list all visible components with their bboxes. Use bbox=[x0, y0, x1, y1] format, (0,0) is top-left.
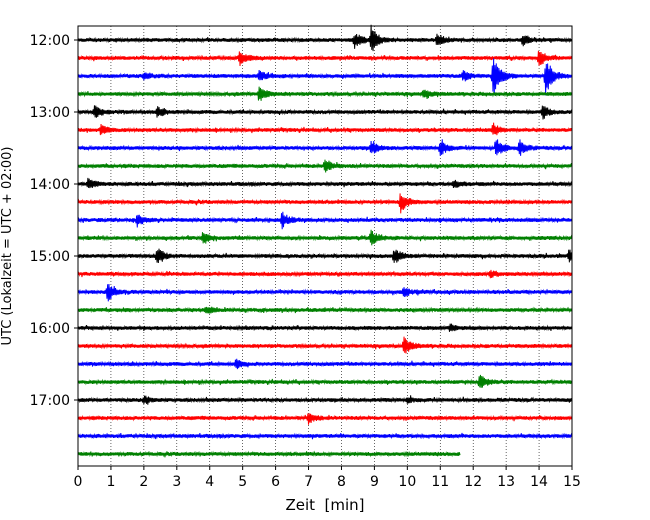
trace-line bbox=[77, 177, 573, 189]
trace-line bbox=[77, 86, 573, 101]
y-tick-label: 15:00 bbox=[30, 249, 70, 265]
trace-line bbox=[77, 139, 573, 156]
trace-line bbox=[77, 24, 573, 52]
x-tick-label: 4 bbox=[205, 474, 214, 490]
x-tick-label: 13 bbox=[497, 474, 515, 490]
x-tick-label: 12 bbox=[464, 474, 482, 490]
trace-line bbox=[77, 358, 573, 370]
trace-line bbox=[77, 323, 573, 332]
y-axis-label: UTC (Lokalzeit = UTC + 02:00) bbox=[0, 147, 15, 346]
trace-line bbox=[77, 58, 573, 96]
x-tick-label: 14 bbox=[530, 474, 548, 490]
trace-line bbox=[77, 122, 573, 136]
trace-line bbox=[77, 432, 573, 440]
trace-line bbox=[77, 450, 461, 458]
x-tick-label: 11 bbox=[431, 474, 449, 490]
trace-line bbox=[77, 336, 573, 354]
y-axis-ticks: 12:00 13:00 14:00 15:00 16:00 17:00 bbox=[30, 33, 78, 409]
x-tick-label: 2 bbox=[139, 474, 148, 490]
y-tick-label: 13:00 bbox=[30, 105, 70, 121]
x-tick-label: 6 bbox=[271, 474, 280, 490]
trace-line bbox=[77, 193, 573, 214]
x-tick-label: 0 bbox=[74, 474, 83, 490]
trace-line bbox=[77, 374, 573, 388]
plot-frame bbox=[77, 25, 573, 467]
x-axis-ticks: 0 1 2 3 4 5 6 7 8 9 10 11 12 13 14 15 bbox=[74, 466, 581, 490]
trace-line bbox=[77, 248, 573, 264]
x-tick-label: 3 bbox=[172, 474, 181, 490]
trace-line bbox=[77, 211, 573, 230]
y-tick-label: 16:00 bbox=[30, 321, 70, 337]
grid-lines bbox=[110, 26, 540, 466]
x-tick-label: 9 bbox=[370, 474, 379, 490]
x-tick-label: 5 bbox=[238, 474, 247, 490]
trace-line bbox=[77, 306, 573, 314]
trace-line bbox=[77, 395, 573, 405]
trace-lines bbox=[77, 24, 573, 458]
x-tick-label: 1 bbox=[106, 474, 115, 490]
trace-line bbox=[77, 229, 573, 246]
trace-line bbox=[77, 269, 573, 279]
y-tick-label: 12:00 bbox=[30, 33, 70, 49]
trace-line bbox=[77, 284, 573, 302]
trace-line bbox=[77, 105, 573, 120]
x-tick-label: 10 bbox=[398, 474, 416, 490]
x-axis-label: Zeit [min] bbox=[285, 496, 364, 514]
y-tick-label: 17:00 bbox=[30, 393, 70, 409]
x-tick-label: 15 bbox=[563, 474, 581, 490]
trace-line bbox=[77, 50, 573, 66]
trace-line bbox=[77, 159, 573, 173]
trace-line bbox=[77, 413, 573, 425]
x-tick-label: 8 bbox=[337, 474, 346, 490]
x-tick-label: 7 bbox=[304, 474, 313, 490]
y-tick-label: 14:00 bbox=[30, 177, 70, 193]
